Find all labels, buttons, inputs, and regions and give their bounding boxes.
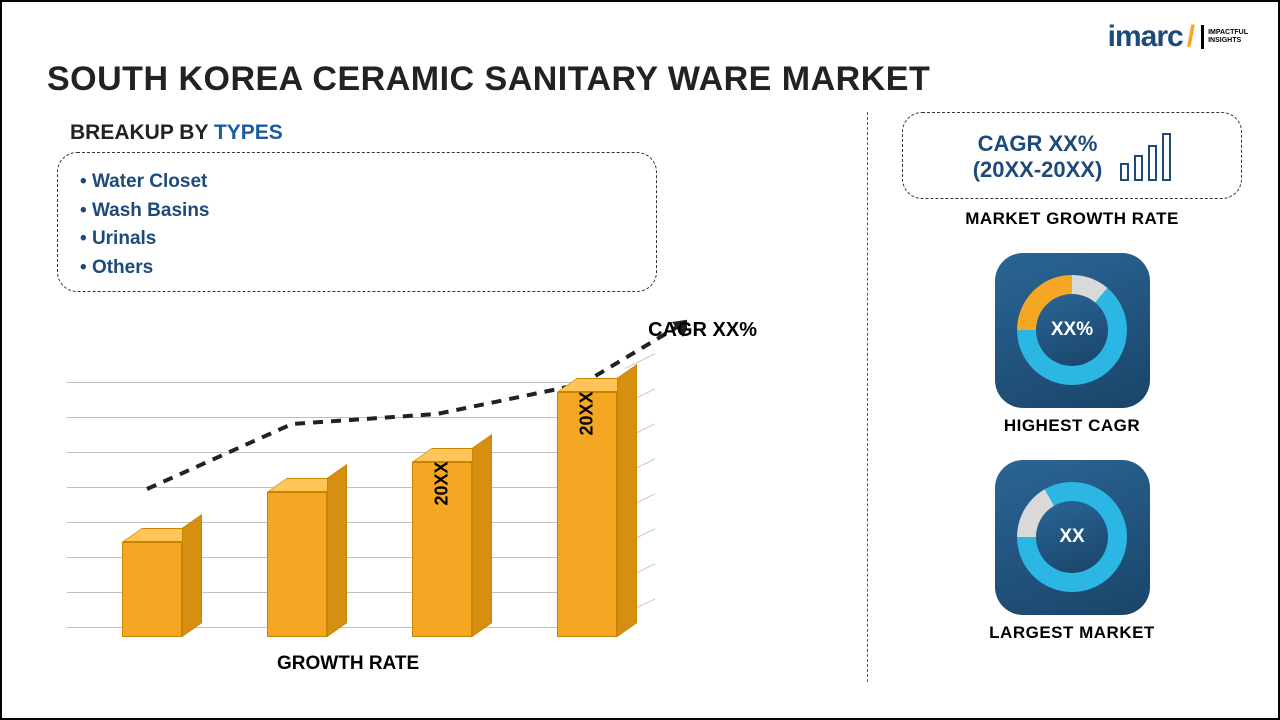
breakup-prefix: BREAKUP BY [70, 121, 214, 144]
right-column: CAGR XX% (20XX-20XX) MARKET GROWTH RATE … [902, 112, 1242, 667]
donut-value: XX [1059, 526, 1084, 548]
chart-bar [267, 492, 327, 637]
logo-divider [1201, 25, 1204, 49]
brand-logo: imarc/ IMPACTFUL INSIGHTS [1108, 20, 1248, 54]
logo-text: imarc [1108, 20, 1183, 54]
largest-market-label: LARGEST MARKET [902, 623, 1242, 643]
type-item: Wash Basins [80, 197, 634, 226]
highest-cagr-label: HIGHEST CAGR [902, 416, 1242, 436]
mini-bar-chart-icon [1120, 133, 1171, 181]
vertical-divider [867, 112, 868, 682]
logo-tagline-1: IMPACTFUL [1208, 29, 1248, 37]
cagr-summary-box: CAGR XX% (20XX-20XX) [902, 112, 1242, 199]
highest-cagr-tile: XX% [995, 253, 1150, 408]
donut-value: XX% [1051, 319, 1093, 341]
type-item: Water Closet [80, 168, 634, 197]
cagr-line2: (20XX-20XX) [973, 157, 1103, 183]
breakup-heading: BREAKUP BY TYPES [70, 121, 283, 145]
types-box: Water Closet Wash Basins Urinals Others [57, 152, 657, 292]
growth-rate-label: MARKET GROWTH RATE [902, 209, 1242, 229]
logo-slash-icon: / [1187, 20, 1195, 54]
type-item: Others [80, 254, 634, 283]
donut-chart-icon: XX% [1017, 275, 1127, 385]
cagr-text: CAGR XX% (20XX-20XX) [973, 131, 1103, 184]
type-item: Urinals [80, 225, 634, 254]
x-axis-label: GROWTH RATE [277, 653, 419, 675]
logo-tagline-2: INSIGHTS [1208, 37, 1248, 45]
logo-tagline: IMPACTFUL INSIGHTS [1208, 29, 1248, 44]
cagr-line1: CAGR XX% [973, 131, 1103, 157]
chart-bar [122, 542, 182, 637]
largest-market-tile: XX [995, 460, 1150, 615]
chart-bar: 20XX [557, 392, 617, 637]
chart-bar: 20XX [412, 462, 472, 637]
breakup-suffix: TYPES [214, 121, 283, 144]
donut-chart-icon: XX [1017, 482, 1127, 592]
page-title: SOUTH KOREA CERAMIC SANITARY WARE MARKET [47, 60, 930, 99]
growth-chart: CAGR XX% 20XX20XX GROWTH RATE [67, 327, 727, 677]
cagr-annotation: CAGR XX% [648, 319, 757, 342]
types-list: Water Closet Wash Basins Urinals Others [80, 168, 634, 282]
